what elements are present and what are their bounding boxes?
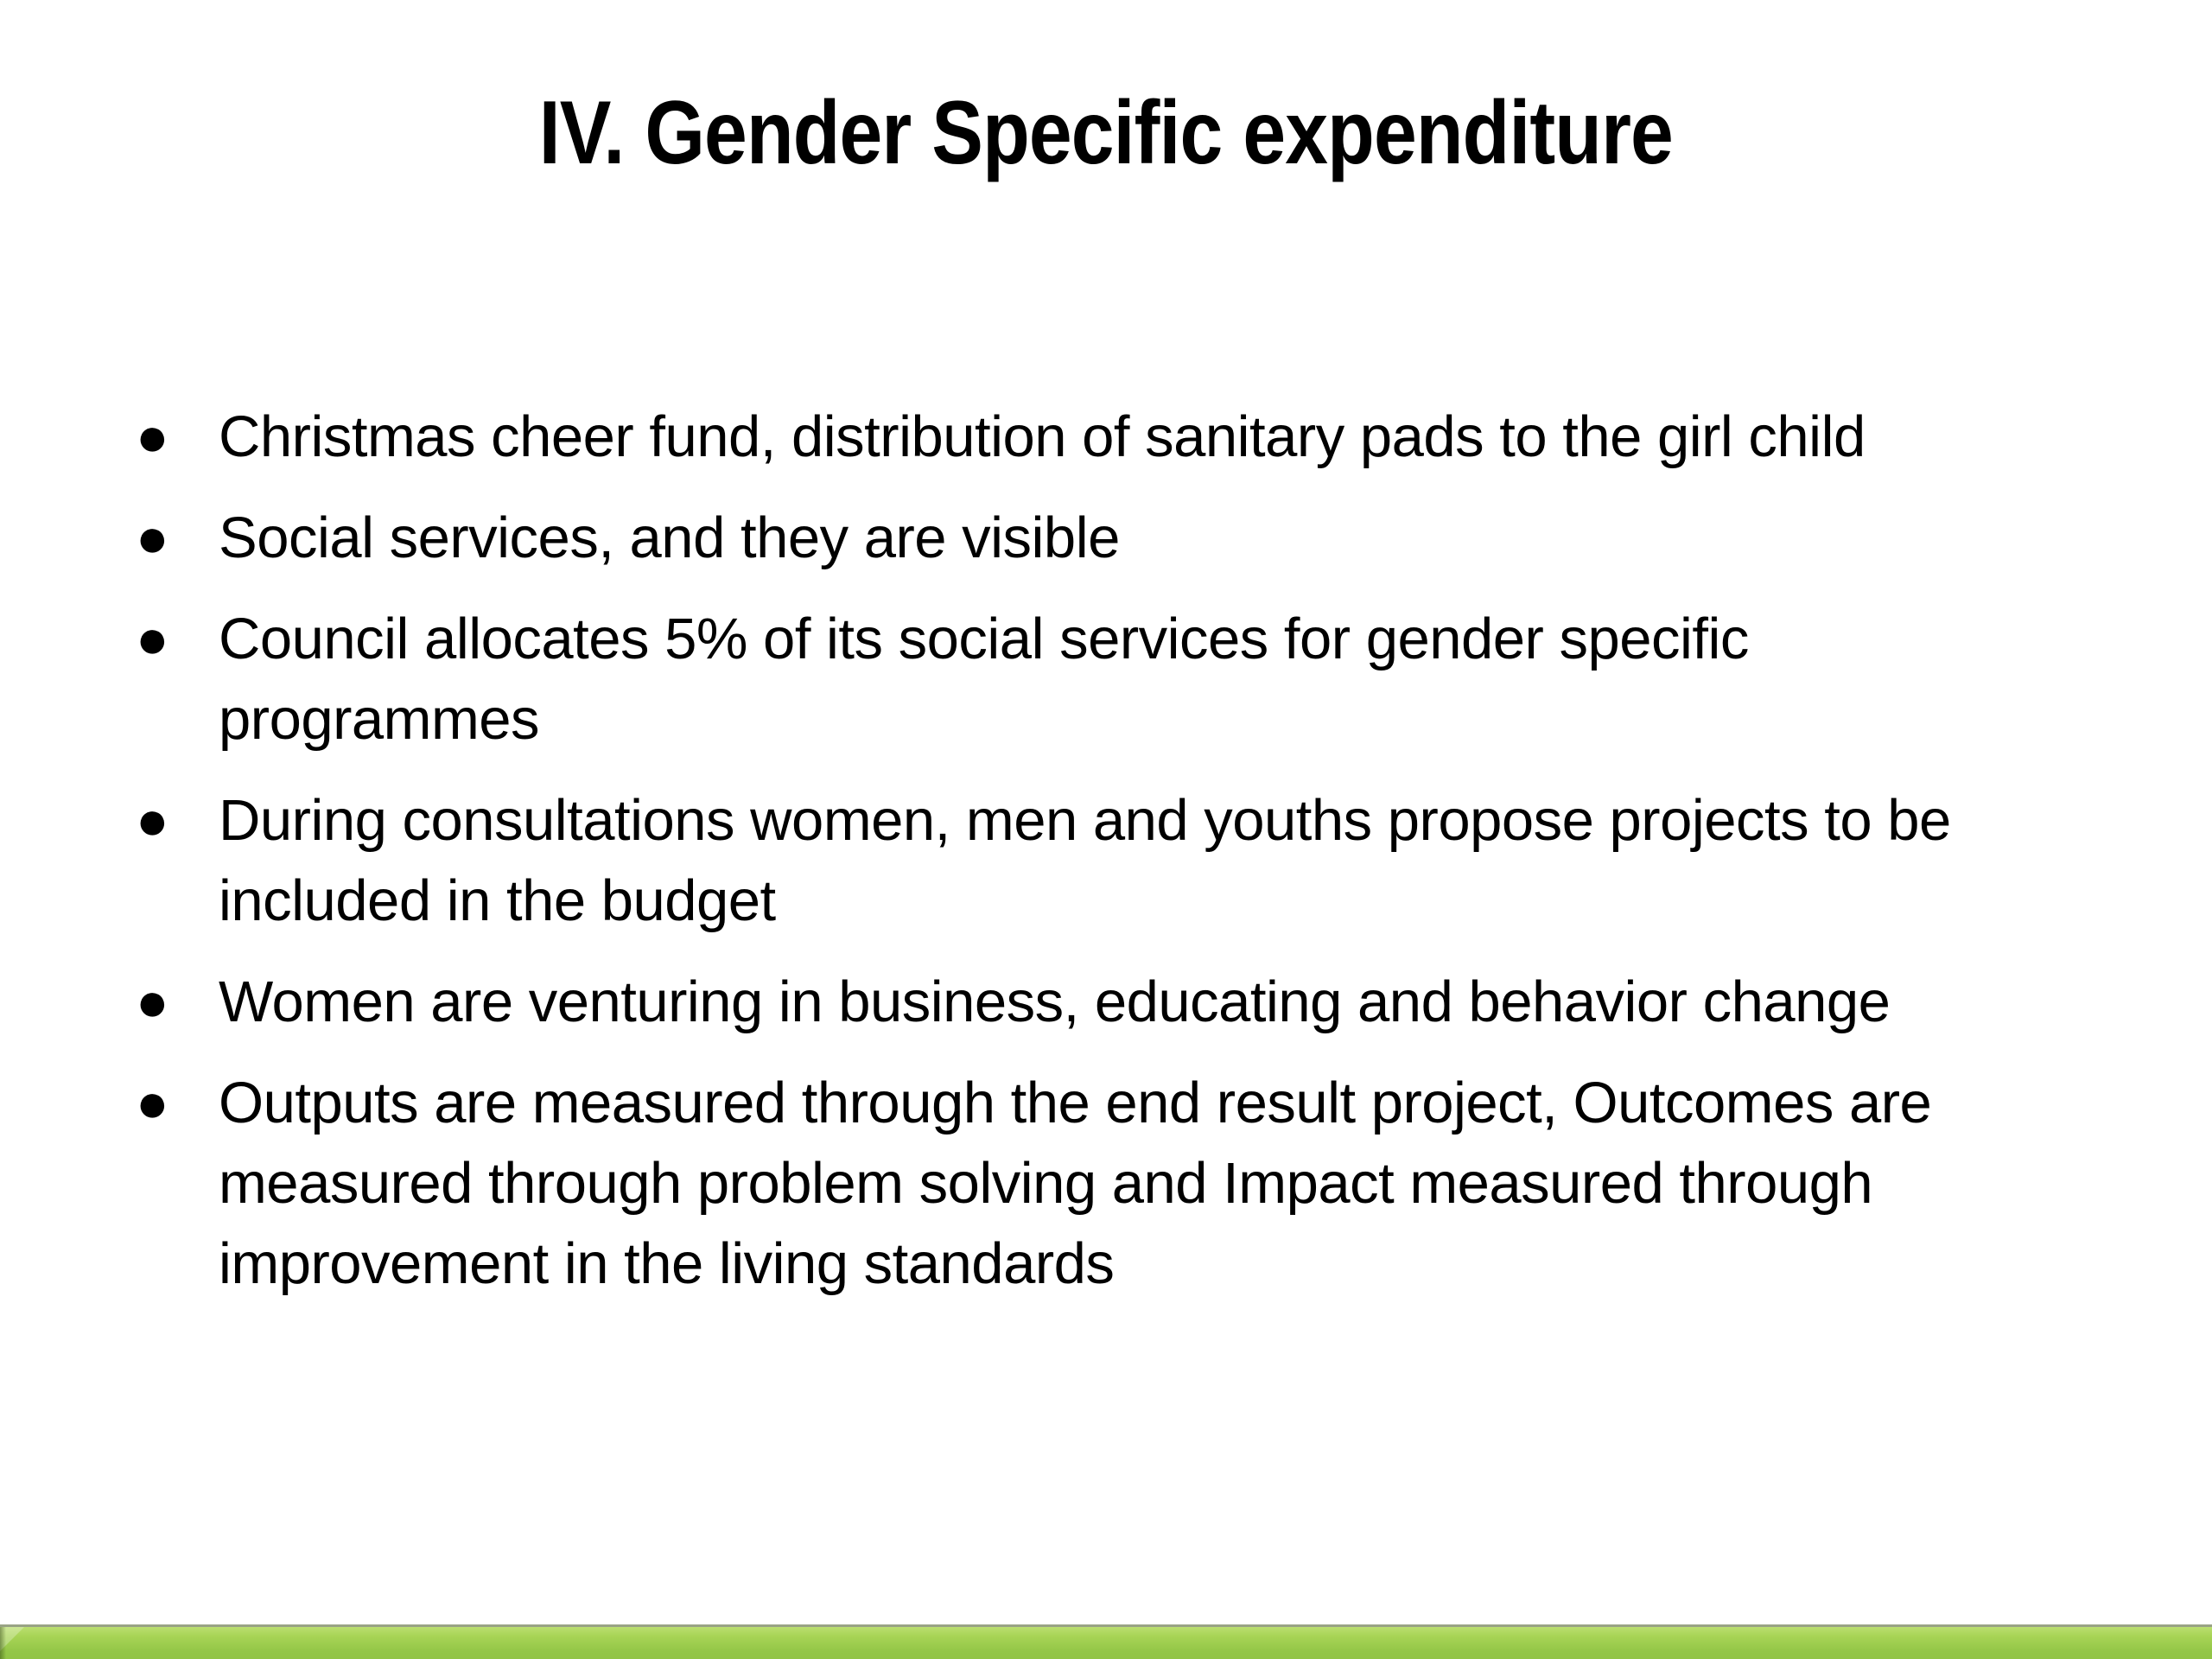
bullet-dot-icon: ● [136, 505, 169, 569]
bullet-dot-icon: ● [136, 1071, 169, 1134]
bullet-dot-icon: ● [136, 788, 169, 851]
bullet-text: Women are venturing in business, educati… [219, 969, 1891, 1034]
slide-root: IV. Gender Specific expenditure ● Christ… [0, 79, 2212, 1659]
bullet-item-6: ● Outputs are measured through the end r… [136, 1063, 2071, 1304]
bullet-list: ● Christmas cheer fund, distribution of … [136, 397, 2071, 1304]
bullet-dot-icon: ● [136, 404, 169, 467]
bullet-dot-icon: ● [136, 607, 169, 670]
bullet-text: Christmas cheer fund, distribution of sa… [219, 404, 1866, 469]
bullet-item-1: ● Christmas cheer fund, distribution of … [136, 397, 2071, 477]
bullet-item-3: ● Council allocates 5% of its social ser… [136, 599, 2071, 760]
slide-title: IV. Gender Specific expenditure [0, 79, 2212, 188]
slide-title-text: IV. Gender Specific expenditure [538, 83, 1674, 183]
bullet-text: During consultations women, men and yout… [219, 787, 1951, 933]
bullet-dot-icon: ● [136, 969, 169, 1033]
bullet-item-5: ● Women are venturing in business, educa… [136, 962, 2071, 1042]
footer-accent-bar [0, 1624, 2212, 1659]
bullet-text: Outputs are measured through the end res… [219, 1070, 1932, 1296]
bullet-text: Council allocates 5% of its social servi… [219, 606, 1749, 752]
bullet-item-2: ● Social services, and they are visible [136, 498, 2071, 578]
bullet-text: Social services, and they are visible [219, 505, 1120, 570]
footer-bar-bevel-highlight [0, 1627, 24, 1651]
footer-bar-left-edge [0, 1627, 6, 1659]
bullet-item-4: ● During consultations women, men and yo… [136, 780, 2071, 941]
